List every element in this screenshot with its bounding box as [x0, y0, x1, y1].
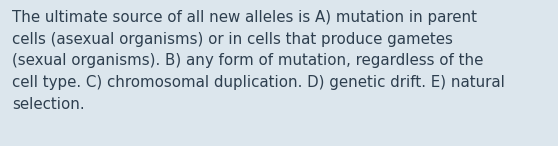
Text: The ultimate source of all new alleles is A) mutation in parent
cells (asexual o: The ultimate source of all new alleles i…	[12, 10, 505, 112]
